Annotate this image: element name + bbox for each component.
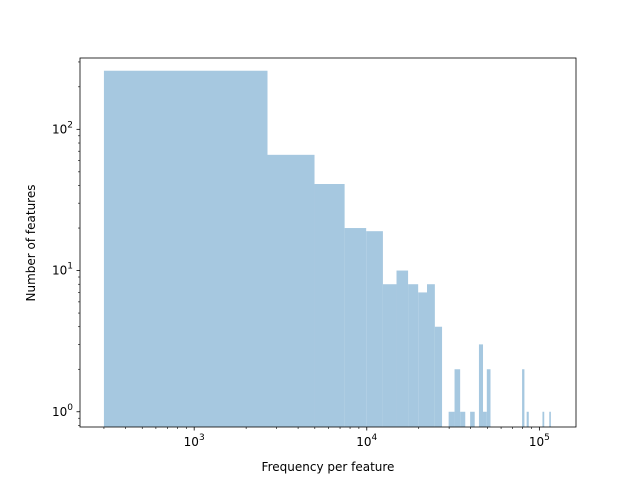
histogram-bar — [418, 292, 427, 427]
y-tick-label: 101 — [52, 262, 73, 278]
histogram-bar — [366, 231, 383, 427]
histogram-bar — [427, 284, 435, 427]
histogram-bar — [314, 184, 345, 427]
histogram-bar — [522, 369, 525, 427]
histogram-bar — [483, 411, 487, 427]
histogram-bar — [267, 154, 315, 427]
histogram-bar — [434, 326, 443, 427]
plot-frame — [79, 57, 577, 428]
histogram-bar — [408, 284, 419, 427]
histogram-bar — [526, 411, 529, 427]
y-tick-label: 100 — [52, 403, 73, 419]
histogram-bar — [103, 70, 268, 427]
histogram-bar — [344, 228, 367, 427]
histogram-bar — [454, 369, 461, 427]
x-tick-label: 105 — [529, 433, 550, 449]
histogram-bar — [470, 411, 475, 427]
histogram-bar — [382, 284, 397, 427]
y-axis-label: Number of features — [24, 185, 38, 302]
x-tick-label: 104 — [356, 433, 377, 449]
x-tick-label: 103 — [184, 433, 205, 449]
histogram-bar — [448, 411, 455, 427]
histogram-bar — [460, 411, 466, 427]
histogram-bar — [542, 411, 545, 427]
x-axis-ticks: 103 104 105 — [103, 427, 550, 449]
histogram-bar — [478, 344, 484, 427]
histogram-bar — [396, 270, 409, 427]
histogram-bars — [103, 70, 551, 427]
x-axis-label: Frequency per feature — [262, 460, 395, 474]
histogram-bar — [549, 411, 551, 427]
y-tick-label: 102 — [52, 120, 73, 136]
histogram-bar — [486, 369, 491, 427]
y-axis-ticks: 100 101 102 — [52, 61, 80, 426]
